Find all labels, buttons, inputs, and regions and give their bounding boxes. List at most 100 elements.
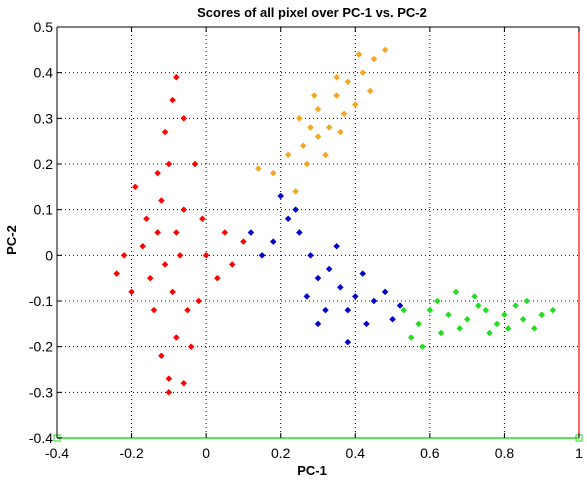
scatter-point xyxy=(370,297,378,305)
scatter-point xyxy=(482,306,490,314)
scatter-point xyxy=(184,306,191,314)
series-3 xyxy=(400,288,557,351)
x-tick-label: 0.8 xyxy=(495,445,515,461)
scatter-point xyxy=(180,379,188,387)
scatter-point xyxy=(359,69,367,77)
scatter-point xyxy=(351,101,359,108)
scatter-point xyxy=(191,160,199,168)
scatter-point xyxy=(523,297,531,305)
scatter-point xyxy=(202,251,210,259)
scatter-point xyxy=(314,133,322,140)
y-tick-label: 0.1 xyxy=(34,202,54,218)
grid xyxy=(56,26,580,439)
scatter-point xyxy=(340,110,348,118)
scatter-point xyxy=(433,297,441,305)
scatter-point xyxy=(363,320,370,328)
scatter-point xyxy=(154,229,162,236)
y-tick-label: -0.1 xyxy=(29,293,53,309)
scatter-point xyxy=(165,160,173,168)
scatter-point xyxy=(415,320,423,328)
scatter-point xyxy=(131,183,139,191)
scatter-point xyxy=(143,215,150,223)
scatter-point xyxy=(486,329,493,337)
scatter-point xyxy=(146,274,154,282)
series-0 xyxy=(113,73,247,396)
scatter-point xyxy=(303,160,311,168)
scatter-point xyxy=(199,215,206,223)
scatter-point xyxy=(120,251,128,259)
scatter-point xyxy=(437,329,445,337)
scatter-point xyxy=(161,128,169,136)
scatter-point xyxy=(180,206,188,214)
x-tick-label: 0.2 xyxy=(271,445,291,461)
scatter-point xyxy=(493,320,501,328)
scatter-point xyxy=(463,315,471,323)
scatter-point xyxy=(504,325,512,332)
scatter-point xyxy=(292,206,299,214)
scatter-point xyxy=(284,151,292,159)
scatter-point xyxy=(471,293,478,300)
scatter-point xyxy=(254,165,262,172)
scatter-point xyxy=(292,188,299,195)
scatter-point xyxy=(284,215,292,223)
scatter-point xyxy=(355,51,363,58)
scatter-points xyxy=(113,46,557,396)
scatter-point xyxy=(172,334,180,341)
x-axis-label: PC-1 xyxy=(297,463,327,478)
x-tick-label: 0.6 xyxy=(420,445,440,461)
scatter-point xyxy=(333,92,340,99)
scatter-point xyxy=(359,270,367,277)
scatter-point xyxy=(296,229,303,236)
scatter-point xyxy=(307,251,314,259)
scatter-point xyxy=(407,334,415,341)
scatter-point xyxy=(519,315,527,323)
x-tick-label: -0.2 xyxy=(120,445,144,461)
y-tick-label: -0.4 xyxy=(29,430,53,446)
scatter-point xyxy=(258,251,266,259)
scatter-point xyxy=(333,73,340,81)
scatter-point xyxy=(187,343,195,351)
y-tick-label: 0.2 xyxy=(34,156,54,172)
y-tick-label: 0.3 xyxy=(34,110,54,126)
scatter-point xyxy=(344,306,352,314)
scatter-point xyxy=(158,197,165,204)
x-tick-label: 0 xyxy=(202,445,210,461)
scatter-point xyxy=(396,302,404,309)
scatter-point xyxy=(314,274,322,282)
scatter-point xyxy=(172,229,180,236)
scatter-point xyxy=(400,306,408,314)
scatter-point xyxy=(501,311,508,319)
scatter-point xyxy=(322,151,329,159)
scatter-point xyxy=(299,142,307,150)
y-tick-label: -0.3 xyxy=(29,384,53,400)
chart-title: Scores of all pixel over PC-1 vs. PC-2 xyxy=(197,5,427,20)
scatter-point xyxy=(240,238,247,245)
scatter-point xyxy=(452,288,460,296)
scatter-point xyxy=(307,124,314,131)
scatter-point xyxy=(296,114,303,122)
scatter-point xyxy=(228,261,236,268)
scatter-point xyxy=(426,306,434,314)
scatter-point xyxy=(128,288,135,296)
scatter-point xyxy=(303,293,311,300)
y-tick-label: 0.5 xyxy=(34,19,54,35)
scatter-point xyxy=(161,261,169,268)
scatter-point xyxy=(221,229,229,236)
scatter-point xyxy=(512,302,519,309)
scatter-point xyxy=(389,315,396,323)
scatter-point xyxy=(158,352,165,360)
scatter-point xyxy=(337,128,344,136)
scatter-point xyxy=(325,124,333,131)
scatter-point xyxy=(322,306,329,314)
scatter-point xyxy=(344,338,352,346)
scatter-point xyxy=(314,105,322,113)
scatter-point xyxy=(456,325,464,332)
scatter-point xyxy=(381,288,389,296)
scatter-point xyxy=(165,375,173,382)
y-tick-label: -0.2 xyxy=(29,339,53,355)
x-tick-label: 1 xyxy=(575,445,583,461)
scatter-point xyxy=(325,265,333,273)
scatter-point xyxy=(366,87,374,95)
